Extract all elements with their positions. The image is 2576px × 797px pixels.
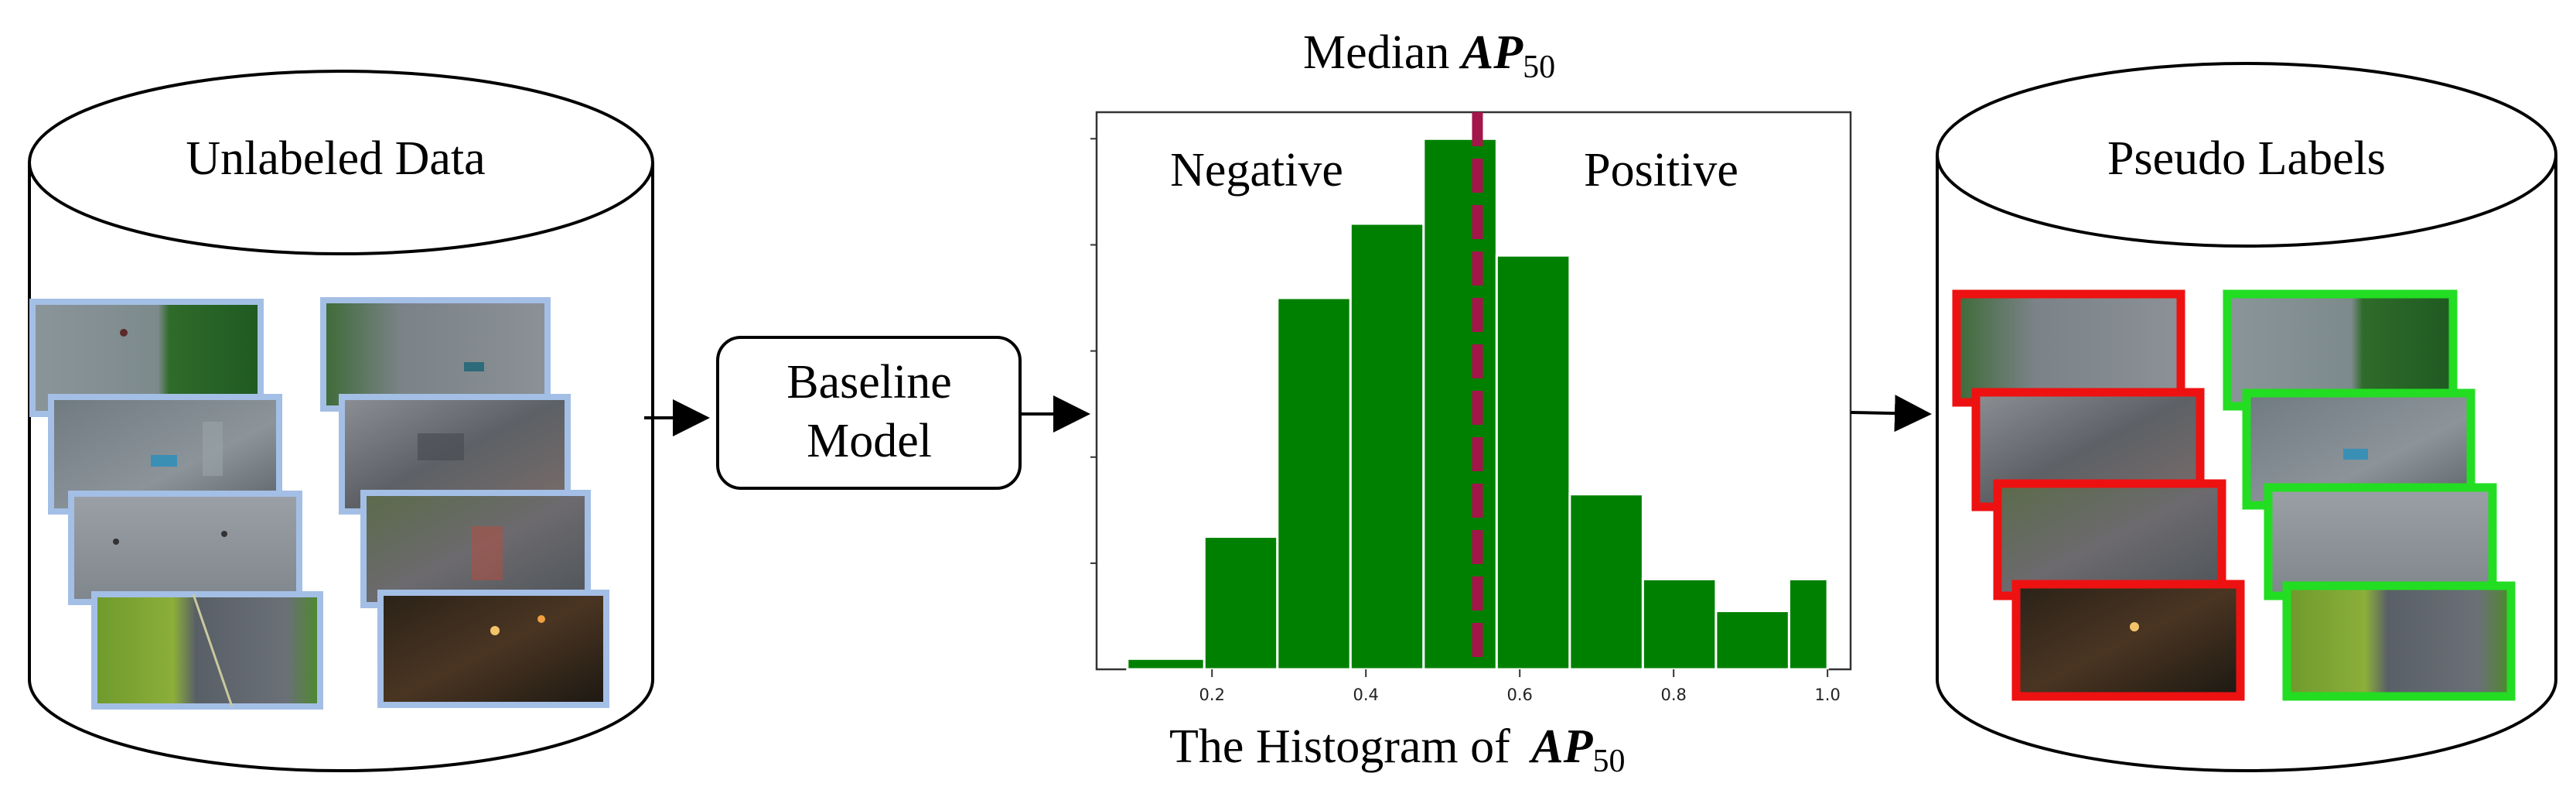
database-body [1936,155,2557,772]
histogram-bar [1422,137,1498,671]
histogram-bar [1126,657,1206,671]
unlabeled-images [29,297,609,710]
unlabeled-data-database: Unlabeled Data [28,70,654,772]
histogram-bars [1126,137,1829,671]
x-tick-label: 1.0 [1814,686,1840,704]
baseline-model-box: Baseline Model [716,336,1022,490]
thumb-night-traffic [377,590,609,708]
histogram-bar [1787,577,1829,671]
positive-pseudo-labels [2223,289,2516,701]
database-title: Pseudo Labels [2107,132,2386,185]
histogram-bar [1349,222,1425,671]
pos-thumb-highway [2282,581,2516,701]
histogram-panel: Median AP50 Negative Positive 0.2 0.4 0.6 0… [1090,26,1852,779]
histogram-top-label: Median AP50 [1303,26,1555,85]
positive-label: Positive [1584,144,1738,197]
pseudo-labels-database: Pseudo Labels [1936,62,2557,772]
histogram-bar [1276,296,1352,671]
histogram-bar [1203,535,1279,671]
histogram-bar [1568,493,1644,671]
x-tick-label: 0.6 [1506,686,1532,704]
x-tick-label: 0.4 [1353,686,1379,704]
neg-thumb-traffic-jam [1993,479,2226,600]
histogram-bar [1495,254,1571,671]
thumb-traffic-jam [360,490,591,608]
histogram-bar [1641,577,1718,671]
histogram-bottom-label: The Histogram of AP50 [1169,720,1626,779]
x-tick-label: 0.8 [1660,686,1686,704]
arrow-histogram-to-labels [1850,395,1932,433]
database-body [28,162,654,772]
x-tick-label: 0.2 [1199,686,1225,704]
thumb-street-top [320,297,551,412]
database-top [28,70,654,255]
histogram-bar [1714,610,1790,671]
neg-thumb-street-top [1952,289,2185,407]
histogram-x-ticks: 0.2 0.4 0.6 0.8 1.0 [1090,138,1841,704]
negative-pseudo-labels [1952,289,2245,701]
pos-thumb-plaza [2264,483,2497,600]
negative-label: Negative [1170,144,1343,197]
model-label-line2: Model [807,415,932,467]
model-label-line1: Baseline [786,356,952,409]
thumb-plaza [68,491,302,605]
database-title: Unlabeled Data [186,132,485,185]
neg-thumb-night-traffic [2011,580,2245,701]
database-top [1936,62,2557,248]
thumb-highway [91,591,323,710]
